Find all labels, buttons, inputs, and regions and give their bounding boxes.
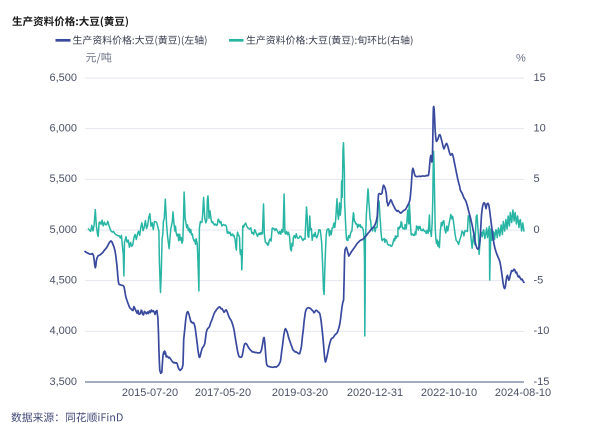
svg-text:6,500: 6,500 [49, 72, 77, 84]
svg-text:5,000: 5,000 [49, 224, 77, 236]
svg-text:-15: -15 [534, 376, 550, 388]
svg-text:2019-03-20: 2019-03-20 [272, 387, 328, 399]
svg-text:%: % [516, 53, 526, 65]
svg-text:-5: -5 [534, 275, 544, 287]
svg-text:4,000: 4,000 [49, 325, 77, 337]
svg-text:10: 10 [534, 123, 546, 135]
svg-text:2015-07-20: 2015-07-20 [122, 387, 178, 399]
svg-text:2024-08-10: 2024-08-10 [495, 387, 551, 399]
svg-text:3,500: 3,500 [49, 376, 77, 388]
svg-text:4,500: 4,500 [49, 275, 77, 287]
svg-text:2017-05-20: 2017-05-20 [195, 387, 251, 399]
svg-text:15: 15 [534, 72, 546, 84]
svg-text:5,500: 5,500 [49, 173, 77, 185]
svg-text:5: 5 [534, 173, 540, 185]
svg-text:6,000: 6,000 [49, 123, 77, 135]
svg-text:0: 0 [534, 224, 540, 236]
svg-text:2022-10-10: 2022-10-10 [421, 387, 477, 399]
svg-text:2020-12-31: 2020-12-31 [347, 387, 403, 399]
svg-text:-10: -10 [534, 325, 550, 337]
